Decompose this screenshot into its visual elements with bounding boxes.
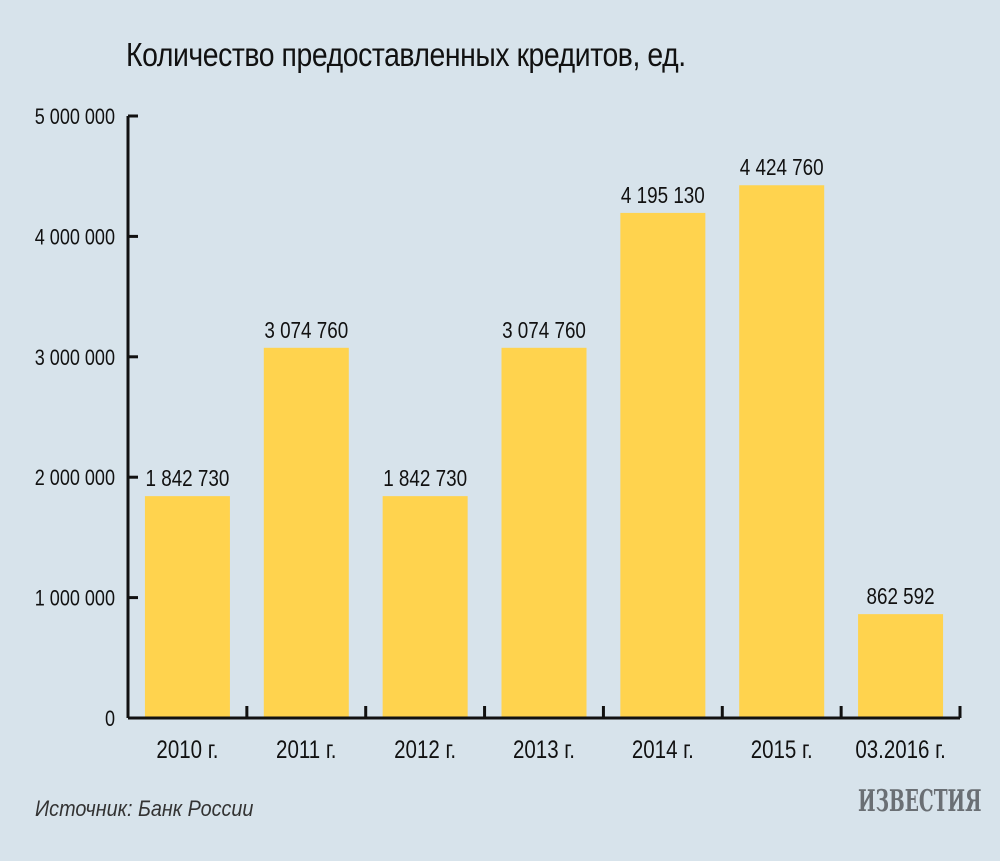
y-tick-label: 1 000 000	[35, 587, 115, 611]
x-tick-label: 2013 г.	[513, 735, 575, 763]
data-label: 4 195 130	[621, 183, 705, 208]
data-label: 3 074 760	[264, 318, 348, 343]
bar	[858, 614, 944, 717]
x-tick-label: 2010 г.	[156, 735, 218, 763]
bar	[620, 212, 706, 717]
y-tick-label: 5 000 000	[35, 105, 115, 129]
data-label: 1 842 730	[383, 466, 467, 491]
x-tick-label: 2011 г.	[276, 735, 336, 763]
x-tick-label: 2015 г.	[751, 735, 813, 763]
source-note: Источник: Банк России	[35, 796, 254, 821]
y-tick-label: 2 000 000	[35, 467, 115, 491]
x-tick-label: 2012 г.	[394, 735, 456, 763]
data-label: 1 842 730	[146, 466, 230, 491]
x-tick-label: 03.2016 г.	[855, 735, 945, 763]
bar	[739, 185, 825, 717]
izvestia-logo: ИЗВЕСТИЯ	[858, 784, 982, 819]
bar	[144, 496, 230, 717]
y-tick-label: 4 000 000	[35, 226, 115, 250]
data-label: 4 424 760	[740, 156, 824, 181]
y-tick-label: 3 000 000	[35, 346, 115, 370]
x-tick-label: 2014 г.	[632, 735, 694, 763]
bar	[263, 347, 349, 717]
chart-title: Количество предоставленных кредитов, ед.	[126, 36, 686, 73]
data-label: 3 074 760	[502, 318, 586, 343]
y-tick-label: 0	[105, 707, 115, 731]
bar	[501, 347, 587, 717]
data-label: 862 592	[867, 584, 935, 609]
bar	[382, 496, 468, 717]
